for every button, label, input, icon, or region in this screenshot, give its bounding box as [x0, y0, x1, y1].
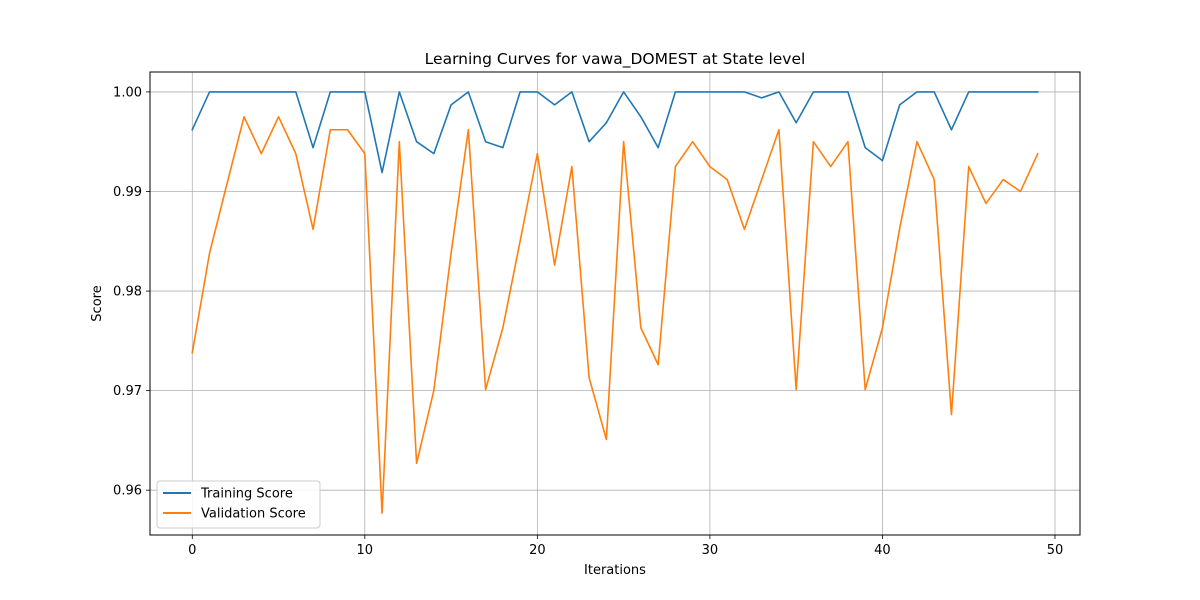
plot-frame — [149, 71, 1081, 536]
legend: Training Score Validation Score — [156, 480, 321, 529]
y-tick-label: 0.98 — [113, 285, 142, 300]
y-tick-label: 0.97 — [113, 384, 142, 399]
y-axis-label: Score — [90, 285, 105, 321]
validation-score-line — [191, 116, 1039, 514]
y-tick-label: 0.99 — [113, 185, 142, 200]
legend-label-training: Training Score — [200, 487, 293, 502]
legend-label-validation: Validation Score — [201, 507, 306, 522]
x-tick-label: 40 — [874, 543, 891, 558]
training-score-line — [191, 91, 1039, 174]
legend-box — [156, 480, 321, 529]
x-tick-label: 0 — [188, 543, 196, 558]
x-tick-label: 30 — [702, 543, 719, 558]
x-axis-label: Iterations — [584, 563, 646, 578]
axis-ticks: 0 10 20 30 40 50 0.96 0.97 0.98 0.99 1.00 — [113, 85, 1063, 558]
x-tick-label: 10 — [357, 543, 374, 558]
x-tick-label: 20 — [529, 543, 546, 558]
y-tick-label: 1.00 — [113, 85, 142, 100]
chart-title: Learning Curves for vawa_DOMEST at State… — [425, 50, 806, 69]
series-lines — [191, 91, 1039, 514]
y-tick-label: 0.96 — [113, 484, 142, 499]
x-tick-label: 50 — [1047, 543, 1064, 558]
